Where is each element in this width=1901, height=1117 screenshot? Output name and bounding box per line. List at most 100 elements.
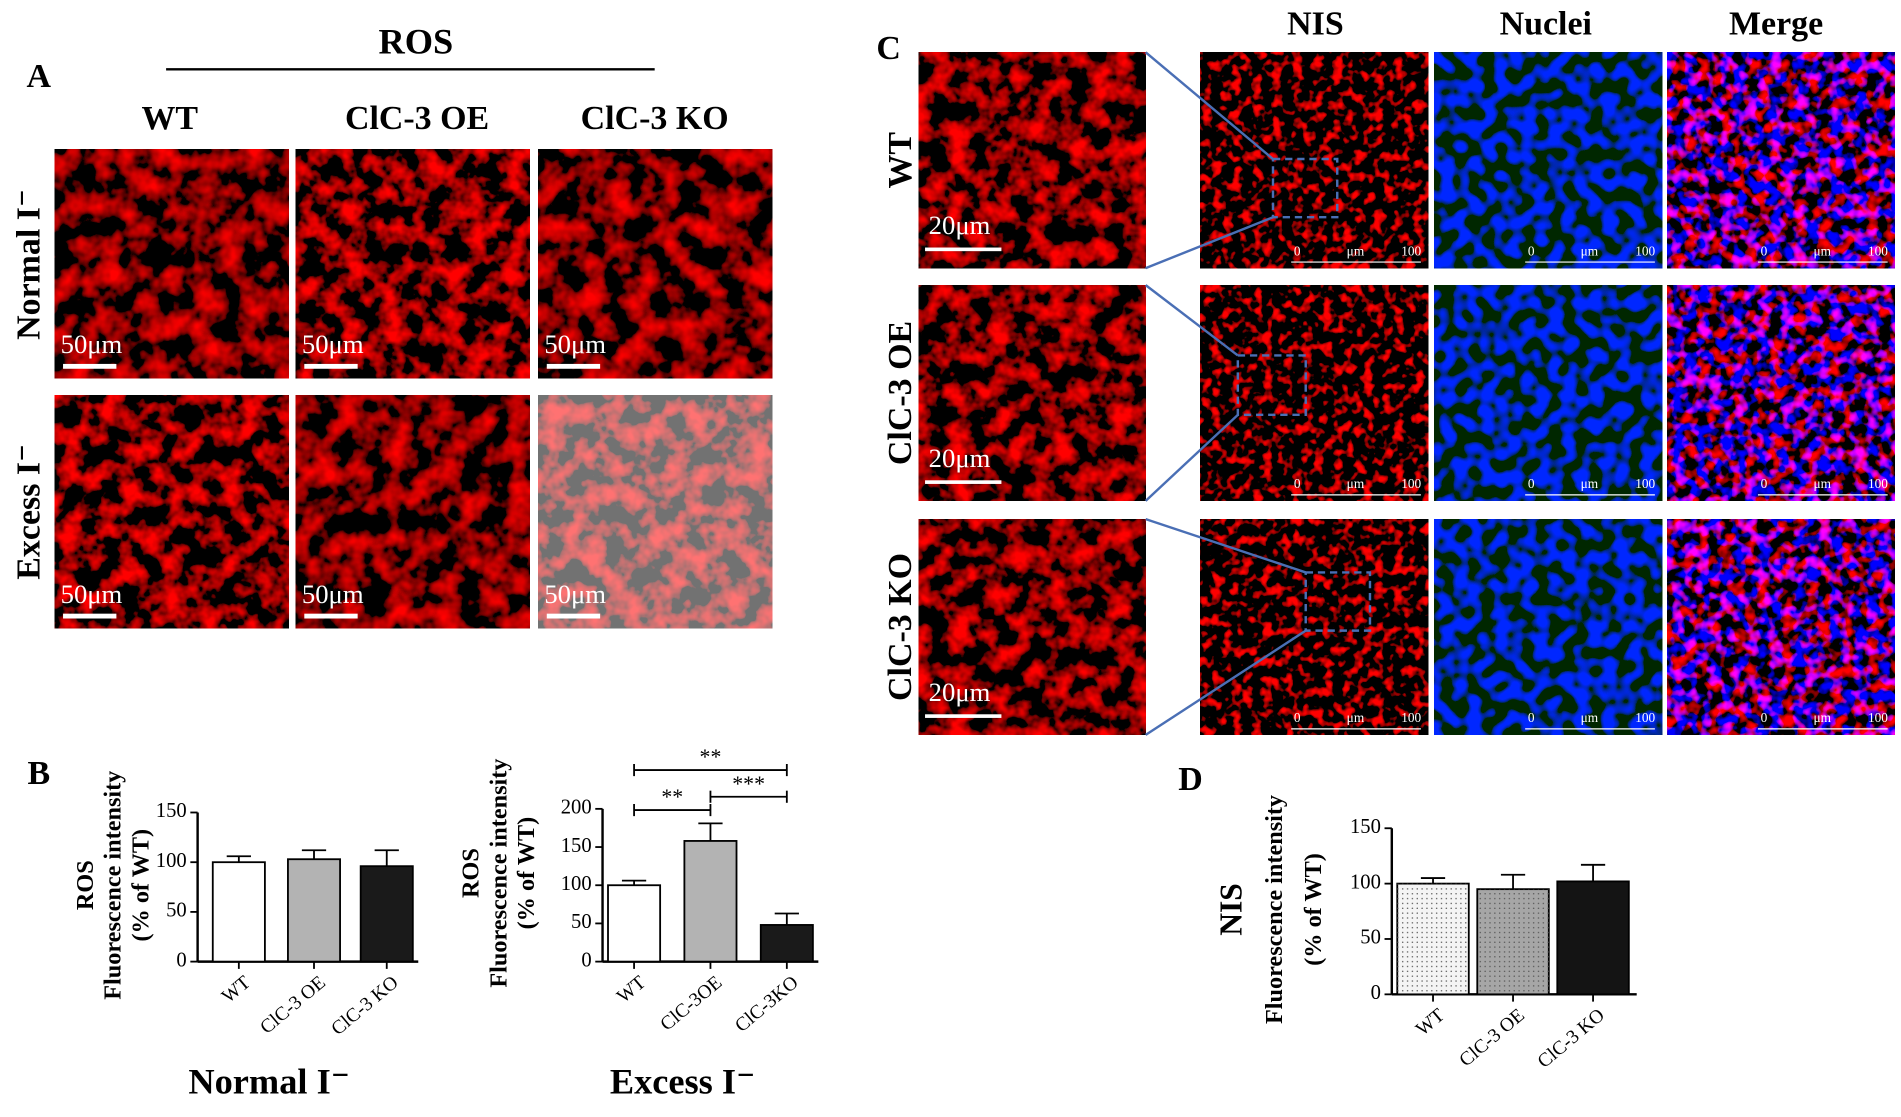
- bar: [1556, 880, 1630, 996]
- micrograph: [538, 149, 773, 379]
- bar: [759, 924, 814, 963]
- scale-tick-label: 100: [1868, 476, 1888, 491]
- row-header: Normal I⁻: [10, 189, 47, 340]
- scale-tick-label: μm: [1581, 476, 1599, 491]
- column-header: Nuclei: [1500, 6, 1592, 43]
- row-header: Excess I⁻: [10, 444, 47, 580]
- scale-tick-label: 100: [1868, 710, 1888, 725]
- y-axis-label: Fluorescence intensity: [100, 771, 127, 1000]
- scale-label: 50μm: [61, 329, 123, 359]
- chart-title: Excess I⁻: [610, 1062, 755, 1102]
- panel-label: D: [1178, 761, 1203, 798]
- micrograph-zoom: [918, 52, 1146, 269]
- column-header: ClC-3 KO: [581, 100, 729, 137]
- column-header: NIS: [1287, 6, 1344, 43]
- bar: [359, 865, 414, 963]
- y-axis-label: Fluorescence intensity: [485, 759, 512, 988]
- scale-bar: [925, 714, 1002, 718]
- scale-tick-label: 0: [1761, 243, 1768, 258]
- zoom-line: [1145, 517, 1307, 574]
- y-tick-label: 100: [156, 850, 187, 872]
- significance-label: **: [700, 745, 722, 769]
- zoom-line: [1144, 284, 1239, 357]
- micrograph: [1200, 519, 1429, 735]
- chart-title: Normal I⁻: [188, 1062, 350, 1102]
- scale-label: 20μm: [929, 210, 991, 240]
- scale-label: 50μm: [544, 579, 606, 609]
- micrograph: [295, 149, 530, 379]
- bar: [683, 840, 738, 963]
- bar-pattern: [1477, 889, 1549, 995]
- significance-label: ***: [732, 772, 765, 796]
- panel-title: ROS: [378, 21, 453, 61]
- zoom-line: [1145, 216, 1274, 270]
- y-axis-label: (% of WT): [128, 829, 155, 942]
- scale-tick-label: 100: [1401, 243, 1421, 258]
- micrograph: [295, 395, 530, 629]
- scale-tick-label: 100: [1635, 243, 1655, 258]
- micrograph: [1434, 52, 1663, 269]
- x-tick-label: ClC-3OE: [657, 972, 727, 1035]
- y-tick-label: 200: [561, 797, 592, 819]
- scale-tick-label: 100: [1868, 243, 1888, 258]
- zoom-box: [1236, 354, 1307, 417]
- scale-tick-label: 100: [1635, 710, 1655, 725]
- x-tick-label: ClC-3 OE: [1456, 1005, 1529, 1071]
- column-header: Merge: [1729, 6, 1823, 43]
- scale-tick-label: 0: [1528, 243, 1535, 258]
- zoom-line: [1144, 51, 1274, 160]
- scale-tick-label: 0: [1528, 476, 1535, 491]
- x-tick-label: WT: [1412, 1005, 1449, 1041]
- scale-tick-label: 0: [1294, 710, 1301, 725]
- bar: [211, 861, 266, 963]
- micrograph: [1434, 519, 1663, 735]
- y-tick-label: 50: [571, 911, 592, 933]
- scale-tick-label: μm: [1581, 243, 1599, 258]
- scale-tick-label: μm: [1581, 710, 1599, 725]
- scale-tick-label: 0: [1294, 243, 1301, 258]
- scale-tick-label: μm: [1813, 710, 1831, 725]
- scale-tick-label: 0: [1528, 710, 1535, 725]
- scale-tick-label: μm: [1347, 476, 1365, 491]
- bar: [607, 884, 662, 963]
- y-tick-label: 0: [1371, 982, 1381, 1004]
- micrograph: [1200, 285, 1429, 501]
- scale-tick-label: 0: [1294, 476, 1301, 491]
- scale-tick-label: 0: [1761, 710, 1768, 725]
- micrograph: [1667, 52, 1895, 269]
- column-header: ClC-3 OE: [345, 100, 489, 137]
- scale-label: 50μm: [302, 579, 364, 609]
- panel-label: C: [876, 30, 901, 67]
- scale-tick-label: μm: [1347, 243, 1365, 258]
- scale-bar: [63, 613, 117, 619]
- micrograph-zoom: [918, 519, 1146, 735]
- x-tick-label: ClC-3 OE: [256, 972, 329, 1038]
- scale-bar: [304, 613, 358, 619]
- y-tick-label: 150: [561, 835, 592, 857]
- scale-tick-label: 100: [1401, 476, 1421, 491]
- row-header: ClC-3 KO: [882, 553, 919, 701]
- micrograph: [1667, 285, 1895, 501]
- y-tick-label: 50: [1360, 927, 1381, 949]
- micrograph-zoom: [918, 285, 1146, 501]
- x-tick-label: WT: [613, 972, 650, 1008]
- scale-tick-label: μm: [1813, 476, 1831, 491]
- y-axis-label: (% of WT): [1300, 853, 1327, 966]
- micrograph: [1667, 519, 1895, 735]
- y-tick-label: 150: [156, 800, 187, 822]
- scale-bar: [925, 247, 1002, 252]
- x-tick-label: ClC-3KO: [731, 972, 802, 1037]
- scale-label: 50μm: [302, 329, 364, 359]
- zoom-line: [1145, 629, 1307, 736]
- y-axis-label: ROS: [72, 860, 99, 910]
- micrograph: [1434, 285, 1663, 501]
- scale-bar: [925, 480, 1002, 484]
- significance-label: **: [661, 785, 683, 809]
- scale-tick-label: μm: [1347, 710, 1365, 725]
- scale-label: 20μm: [929, 443, 991, 473]
- y-tick-label: 0: [581, 949, 591, 971]
- scale-bar: [546, 363, 601, 369]
- y-axis-label: (% of WT): [513, 817, 540, 930]
- x-tick-label: ClC-3 KO: [328, 972, 403, 1040]
